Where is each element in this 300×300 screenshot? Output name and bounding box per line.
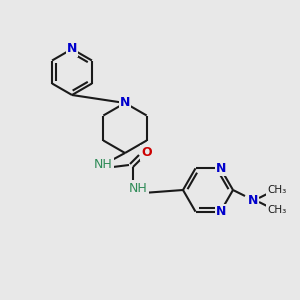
Text: N: N (248, 194, 258, 206)
Text: NH: NH (94, 158, 112, 172)
Text: N: N (120, 97, 130, 110)
Text: N: N (216, 205, 227, 218)
Text: NH: NH (129, 182, 147, 196)
Text: CH₃: CH₃ (267, 205, 286, 215)
Text: N: N (216, 162, 227, 175)
Text: CH₃: CH₃ (267, 185, 286, 195)
Text: O: O (142, 146, 152, 160)
Text: N: N (67, 43, 77, 56)
